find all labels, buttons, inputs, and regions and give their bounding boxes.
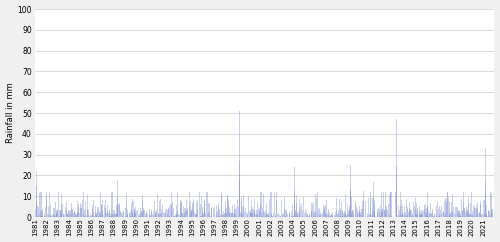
Y-axis label: Rainfall in mm: Rainfall in mm <box>6 83 15 144</box>
